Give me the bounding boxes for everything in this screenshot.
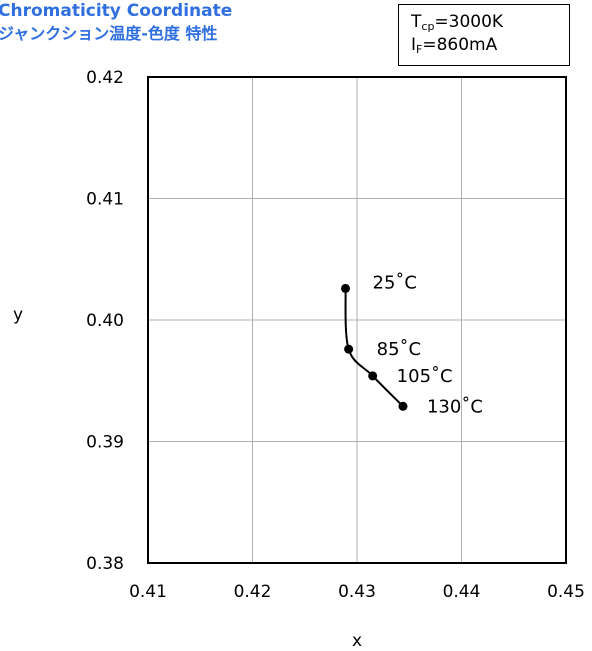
- x-tick-label: 0.44: [443, 582, 481, 602]
- data-point-label: 130˚C: [427, 396, 483, 417]
- x-axis-label: x: [352, 631, 362, 651]
- y-tick-label: 0.39: [86, 433, 124, 453]
- chart-title: Chromaticity Coordinate: [0, 1, 233, 21]
- data-point: [398, 401, 408, 411]
- tcp-symbol: T: [411, 12, 422, 32]
- x-tick-label: 0.41: [129, 582, 167, 602]
- chart-subtitle: ジャンクション温度-色度 特性: [0, 24, 218, 43]
- grid-lines: [148, 77, 566, 563]
- data-point: [341, 283, 351, 293]
- if-condition: IF=860mA: [411, 34, 497, 61]
- y-tick-label: 0.41: [86, 190, 124, 210]
- x-tick-labels: 0.41 0.42 0.43 0.44 0.45: [129, 582, 585, 602]
- tcp-condition: Tcp=3000K: [411, 11, 503, 38]
- y-tick-label: 0.42: [86, 68, 124, 88]
- data-point-labels: 25˚C 85˚C 105˚C 130˚C: [373, 272, 483, 417]
- y-tick-label: 0.40: [86, 311, 124, 331]
- data-point-label: 85˚C: [377, 339, 421, 360]
- x-tick-label: 0.42: [234, 582, 272, 602]
- tcp-value: =3000K: [434, 12, 504, 32]
- data-points: [341, 283, 408, 411]
- y-tick-labels: 0.38 0.39 0.40 0.41 0.42: [86, 68, 124, 574]
- conditions-box: Tcp=3000K IF=860mA: [398, 4, 570, 66]
- plot-frame: [147, 76, 567, 564]
- data-point-label: 105˚C: [397, 366, 453, 387]
- y-tick-label: 0.38: [86, 554, 124, 574]
- x-tick-label: 0.45: [547, 582, 585, 602]
- y-axis-label: y: [13, 305, 23, 325]
- x-tick-label: 0.43: [338, 582, 376, 602]
- if-value: =860mA: [422, 35, 498, 55]
- data-point: [368, 371, 378, 381]
- tcp-subscript: cp: [421, 20, 435, 33]
- data-point-label: 25˚C: [373, 272, 417, 293]
- data-point: [344, 344, 354, 354]
- if-symbol: I: [411, 35, 417, 55]
- if-subscript: F: [416, 43, 423, 56]
- series-line: [344, 288, 404, 407]
